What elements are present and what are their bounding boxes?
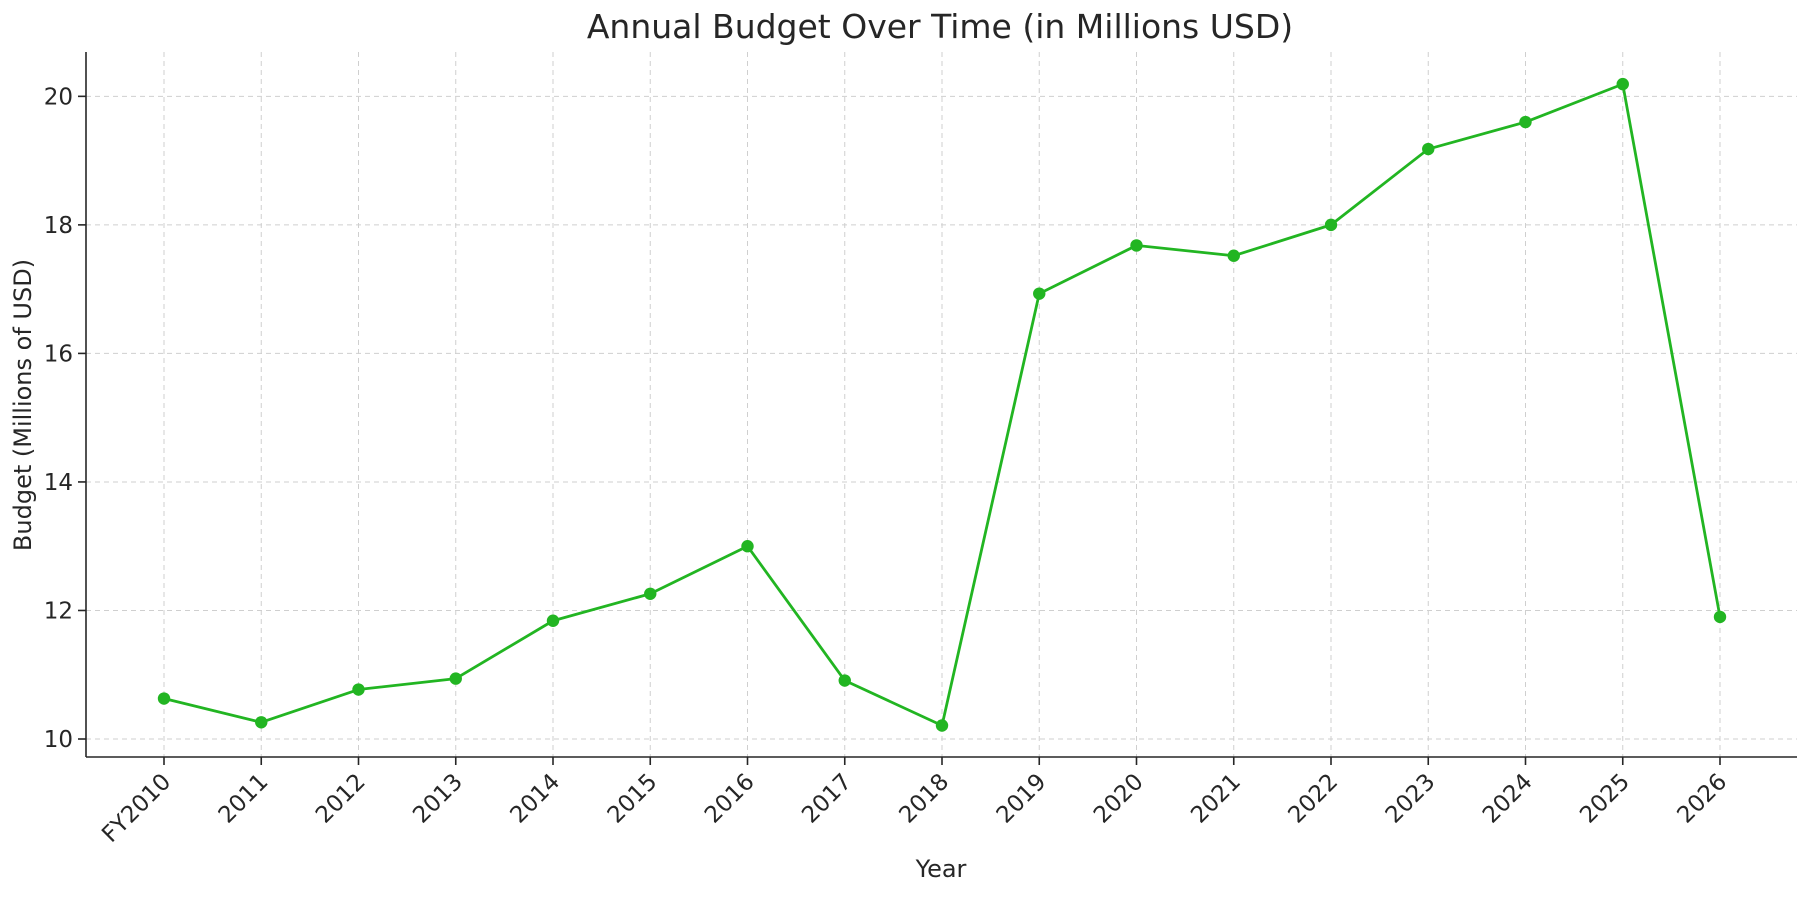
x-axis-ticks: FY2010 2011 2012 2013 2014 2015 2016 2017 2018 20… (97, 757, 1732, 848)
x-tick-label: 2021 (1186, 769, 1246, 829)
y-tick-label: 16 (44, 341, 73, 367)
y-tick-label: 20 (44, 84, 73, 110)
data-point (1033, 287, 1046, 300)
x-tick-label: 2015 (603, 769, 663, 829)
x-tick-label: FY2010 (97, 769, 176, 848)
data-point (1519, 115, 1532, 129)
data-point (838, 674, 851, 687)
x-tick-label: 2018 (894, 769, 954, 829)
data-point (1130, 239, 1143, 252)
y-axis-label: Budget (Millions of USD) (9, 259, 37, 551)
y-tick-label: 14 (44, 470, 73, 496)
data-point (1227, 249, 1240, 262)
x-tick-label: 2011 (214, 769, 274, 829)
y-axis-ticks: 10 12 14 16 18 20 (44, 84, 86, 753)
x-tick-label: 2026 (1672, 769, 1732, 829)
x-tick-label: 2019 (992, 769, 1052, 829)
x-tick-label: 2012 (311, 769, 371, 829)
data-point (644, 587, 657, 600)
data-point (449, 672, 462, 685)
data-point (741, 540, 754, 553)
x-tick-label: 2017 (797, 769, 857, 829)
x-tick-label: 2023 (1381, 769, 1441, 829)
data-point (352, 683, 365, 696)
y-tick-label: 10 (44, 727, 73, 753)
data-point (546, 614, 560, 627)
data-point (1324, 218, 1338, 232)
data-point (935, 719, 949, 732)
data-point (1713, 610, 1727, 624)
chart-title: Annual Budget Over Time (in Millions USD… (587, 7, 1293, 46)
data-point (1422, 142, 1435, 156)
data-point (157, 692, 171, 705)
x-tick-label: 2022 (1283, 769, 1343, 829)
y-tick-label: 12 (44, 598, 73, 624)
data-point (255, 716, 268, 729)
data-point (1616, 77, 1629, 91)
x-tick-label: 2024 (1478, 769, 1538, 829)
x-tick-label: 2016 (700, 769, 760, 829)
x-tick-label: 2020 (1089, 769, 1149, 829)
grid-lines (86, 52, 1797, 757)
x-tick-label: 2025 (1575, 769, 1635, 829)
series-layer (157, 77, 1727, 732)
y-tick-label: 18 (44, 213, 73, 239)
x-tick-label: 2014 (505, 769, 565, 829)
x-tick-label: 2013 (408, 769, 468, 829)
x-axis-label: Year (915, 855, 967, 883)
